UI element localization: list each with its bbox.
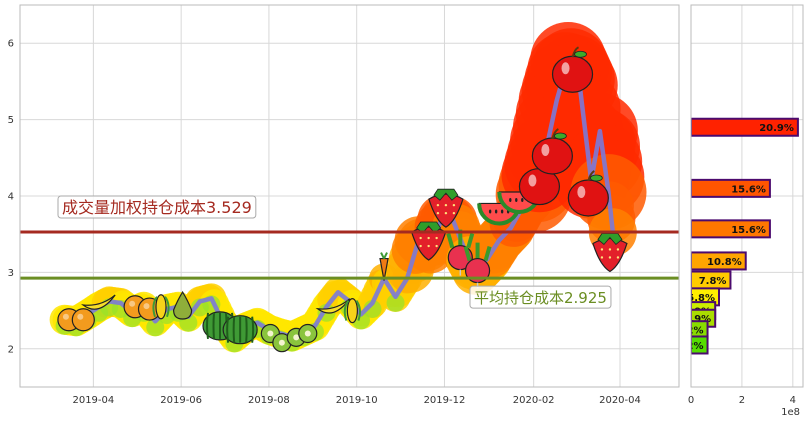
x-tick-label: 2019-10 (336, 395, 378, 406)
volume-bar-label: 4.9% (683, 314, 711, 325)
cost-callout-box (57, 195, 257, 219)
banana-icon (81, 294, 116, 310)
side-x-axis: 0 2 4 (688, 395, 796, 406)
volume-bar-label: 15.6% (731, 225, 766, 236)
y-tick-label: 5 (8, 115, 14, 126)
cost-callout: 平均持仓成本2.925 (469, 285, 612, 309)
y-tick-label: 6 (8, 39, 14, 50)
x-tick-label: 2019-06 (160, 395, 202, 406)
volume-bar-rect (691, 117, 799, 137)
volume-bar: 15.6% (691, 178, 771, 198)
main-y-axis: 2 3 4 5 6 (8, 39, 14, 356)
volume-bar-label: 15.6% (731, 184, 766, 195)
y-tick-label: 2 (8, 344, 14, 355)
fruit-marker-layer (57, 46, 628, 353)
corn-icon (343, 298, 361, 324)
y-tick-label: 4 (8, 192, 14, 203)
volume-bar: 3.2% (676, 335, 709, 355)
side-x-tick-label: 0 (688, 395, 694, 406)
watermelon-icon (222, 315, 258, 345)
price-glow-low (146, 318, 165, 337)
x-tick-label: 2019-12 (424, 395, 466, 406)
x-tick-label: 2019-04 (72, 395, 114, 406)
apple-icon (567, 170, 609, 217)
volume-bar-label: 3.2% (676, 326, 704, 337)
strawberry-icon (592, 233, 628, 273)
strawberry-icon (428, 188, 464, 228)
x-tick-label: 2019-08 (248, 395, 290, 406)
y-tick-label: 3 (8, 268, 14, 279)
volume-profile-chart: 20.9%15.6%15.6%10.8%7.8%5.8%4.9%4.9%3.2%… (676, 4, 804, 418)
volume-bars: 20.9%15.6%15.6%10.8%7.8%5.8%4.9%4.9%3.2%… (676, 117, 799, 355)
volume-bar-rect (691, 219, 771, 239)
main-x-axis: 2019-04 2019-06 2019-08 2019-10 2019-12 2020-… (72, 395, 640, 406)
radish-icon (463, 242, 492, 289)
cost-callout-label: 成交量加权持仓成本3.529 (62, 198, 252, 217)
kiwi-icon (298, 323, 318, 344)
x-tick-label: 2020-02 (513, 395, 555, 406)
side-plot-frame (690, 4, 804, 388)
side-x-tick-label: 2 (739, 395, 745, 406)
cost-callouts: 成交量加权持仓成本3.529 平均持仓成本2.925 (57, 195, 612, 309)
volume-bar: 7.8% (691, 270, 732, 290)
corn-icon (152, 294, 170, 320)
cost-callout-box (469, 285, 612, 309)
apple-icon (531, 128, 573, 175)
volume-bar-label: 20.9% (759, 123, 794, 134)
apple-icon (551, 46, 594, 93)
volume-bar-rect (691, 251, 747, 271)
side-x-tick-label: 4 (790, 395, 796, 406)
cost-callout-label: 平均持仓成本2.925 (474, 289, 607, 307)
banana-icon (315, 298, 351, 314)
volume-bar-rect (691, 335, 709, 355)
main-chart: 2019-04 2019-06 2019-08 2019-10 2019-12 2020-… (8, 4, 680, 406)
pear-icon (172, 290, 193, 320)
price-glow-low (386, 293, 405, 312)
strawberry-icon (410, 221, 447, 261)
cost-callout: 成交量加权持仓成本3.529 (57, 195, 257, 219)
cost-lines (20, 230, 679, 280)
volume-bar-label: 7.8% (699, 276, 727, 287)
main-plot-frame (19, 4, 680, 388)
side-axis-offset-label: 1e8 (781, 407, 800, 418)
volume-bar-rect (691, 178, 771, 198)
volume-bar-label: 10.8% (707, 257, 742, 268)
volume-bar-label: 5.8% (687, 293, 715, 304)
volume-bar: 10.8% (691, 251, 747, 271)
x-tick-label: 2020-04 (599, 395, 641, 406)
volume-bar: 20.9% (691, 117, 799, 137)
volume-bar-label: 3.2% (676, 341, 704, 352)
volume-bar: 15.6% (691, 219, 771, 239)
carrot-icon (379, 252, 389, 281)
orange-icon (71, 308, 95, 332)
